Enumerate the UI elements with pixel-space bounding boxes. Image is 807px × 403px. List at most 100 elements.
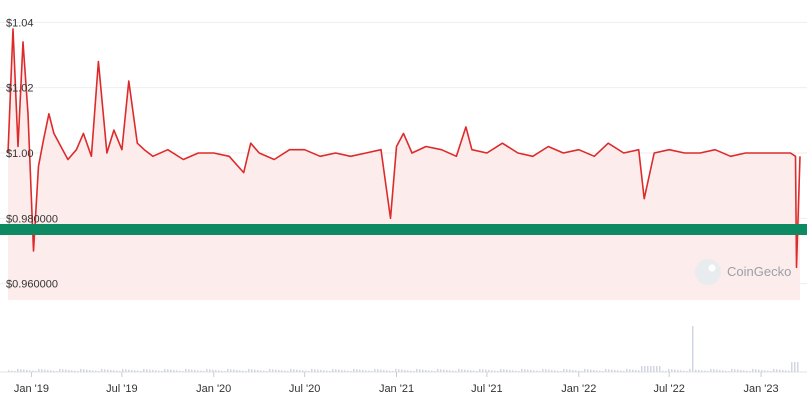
volume-bar bbox=[305, 370, 307, 372]
volume-bar bbox=[293, 369, 295, 372]
volume-bar bbox=[458, 368, 460, 372]
volume-bar bbox=[131, 369, 133, 372]
volume-bar bbox=[509, 369, 511, 372]
volume-bar bbox=[92, 370, 94, 372]
volume-bar bbox=[596, 370, 598, 372]
volume-bar bbox=[257, 369, 259, 372]
volume-bar bbox=[722, 370, 724, 372]
volume-bar bbox=[626, 368, 628, 372]
volume-bar bbox=[365, 370, 367, 372]
volume-bar bbox=[695, 369, 697, 372]
volume-bar bbox=[347, 370, 349, 372]
volume-bar bbox=[74, 370, 76, 372]
volume-bar bbox=[356, 369, 358, 372]
volume-bar bbox=[236, 369, 238, 372]
volume-bar bbox=[374, 368, 376, 372]
x-tick-label: Jan '20 bbox=[196, 383, 231, 395]
volume-bar bbox=[413, 371, 415, 372]
volume-bar bbox=[251, 369, 253, 372]
volume-bar bbox=[272, 369, 274, 372]
volume-bar bbox=[290, 368, 292, 372]
volume-bar bbox=[71, 370, 73, 372]
volume-bar bbox=[671, 369, 673, 372]
volume-bar bbox=[668, 368, 670, 372]
volume-bar bbox=[755, 369, 757, 372]
volume-bar bbox=[146, 369, 148, 372]
volume-bar bbox=[299, 369, 301, 372]
volume-bar bbox=[41, 369, 43, 372]
volume-bar bbox=[788, 370, 790, 372]
volume-bar bbox=[95, 370, 97, 372]
volume-bar bbox=[218, 370, 220, 372]
price-area-fill bbox=[8, 28, 800, 301]
volume-bar bbox=[653, 366, 655, 372]
volume-bar bbox=[587, 369, 589, 372]
volume-bar bbox=[371, 371, 373, 372]
volume-bar bbox=[35, 371, 37, 372]
volume-bar bbox=[659, 366, 661, 372]
volume-bar bbox=[521, 368, 523, 372]
volume-bar bbox=[344, 370, 346, 372]
volume-bar bbox=[245, 371, 247, 372]
x-tick-label: Jul '21 bbox=[471, 383, 502, 395]
volume-bar bbox=[200, 370, 202, 372]
volume-bar bbox=[605, 368, 607, 372]
volume-bar bbox=[311, 368, 313, 372]
volume-bar bbox=[488, 369, 490, 372]
volume-bar bbox=[503, 369, 505, 372]
volume-bar bbox=[575, 370, 577, 372]
volume-bar bbox=[212, 369, 214, 372]
highlight-band bbox=[0, 224, 807, 235]
volume-bar bbox=[497, 371, 499, 372]
volume-bar bbox=[83, 369, 85, 372]
volume-bar bbox=[683, 370, 685, 372]
volume-bar bbox=[758, 369, 760, 372]
volume-bar bbox=[101, 368, 103, 372]
volume-bar bbox=[68, 369, 70, 372]
volume-bar bbox=[569, 369, 571, 372]
volume-bar bbox=[17, 368, 19, 372]
volume-bar bbox=[548, 369, 550, 372]
volume-bar bbox=[470, 370, 472, 372]
volume-bar bbox=[53, 370, 55, 372]
volume-bar bbox=[767, 370, 769, 372]
volume-bar bbox=[779, 369, 781, 372]
volume-bar bbox=[350, 371, 352, 372]
volume-bar bbox=[77, 371, 79, 372]
volume-bar bbox=[308, 371, 310, 372]
volume-bar bbox=[254, 369, 256, 372]
volume-bar bbox=[227, 368, 229, 372]
volume-bar bbox=[716, 369, 718, 372]
volume-bar bbox=[110, 369, 112, 372]
volume-bar bbox=[557, 370, 559, 372]
volume-bar bbox=[422, 369, 424, 372]
volume-bar bbox=[641, 366, 643, 372]
volume-bar bbox=[8, 370, 10, 372]
volume-bar bbox=[527, 369, 529, 372]
volume-bar bbox=[581, 371, 583, 372]
volume-bar bbox=[287, 371, 289, 372]
volume-bar bbox=[281, 370, 283, 372]
volume-bar bbox=[206, 368, 208, 372]
volume-bar bbox=[104, 369, 106, 372]
volume-bar bbox=[134, 370, 136, 372]
volume-bar bbox=[185, 368, 187, 372]
volume-bar bbox=[515, 370, 517, 372]
volume-bar bbox=[566, 369, 568, 372]
volume-bar bbox=[551, 369, 553, 372]
x-tick-label: Jan '23 bbox=[743, 383, 778, 395]
volume-bar bbox=[632, 369, 634, 372]
volume-bar bbox=[32, 370, 34, 372]
volume-bar bbox=[389, 370, 391, 372]
volume-bar bbox=[404, 369, 406, 372]
volume-bar bbox=[284, 370, 286, 372]
volume-bar bbox=[467, 369, 469, 372]
volume-bar bbox=[407, 370, 409, 372]
volume-bar bbox=[38, 368, 40, 372]
volume-bar bbox=[761, 369, 763, 372]
x-axis-ticks: Jan '19 Jul '19 Jan '20 Jul '20 Jan '21 Jul '… bbox=[14, 372, 779, 395]
volume-bar bbox=[650, 366, 652, 372]
volume-bar bbox=[332, 368, 334, 372]
volume-bar bbox=[353, 368, 355, 372]
volume-bar bbox=[740, 369, 742, 372]
